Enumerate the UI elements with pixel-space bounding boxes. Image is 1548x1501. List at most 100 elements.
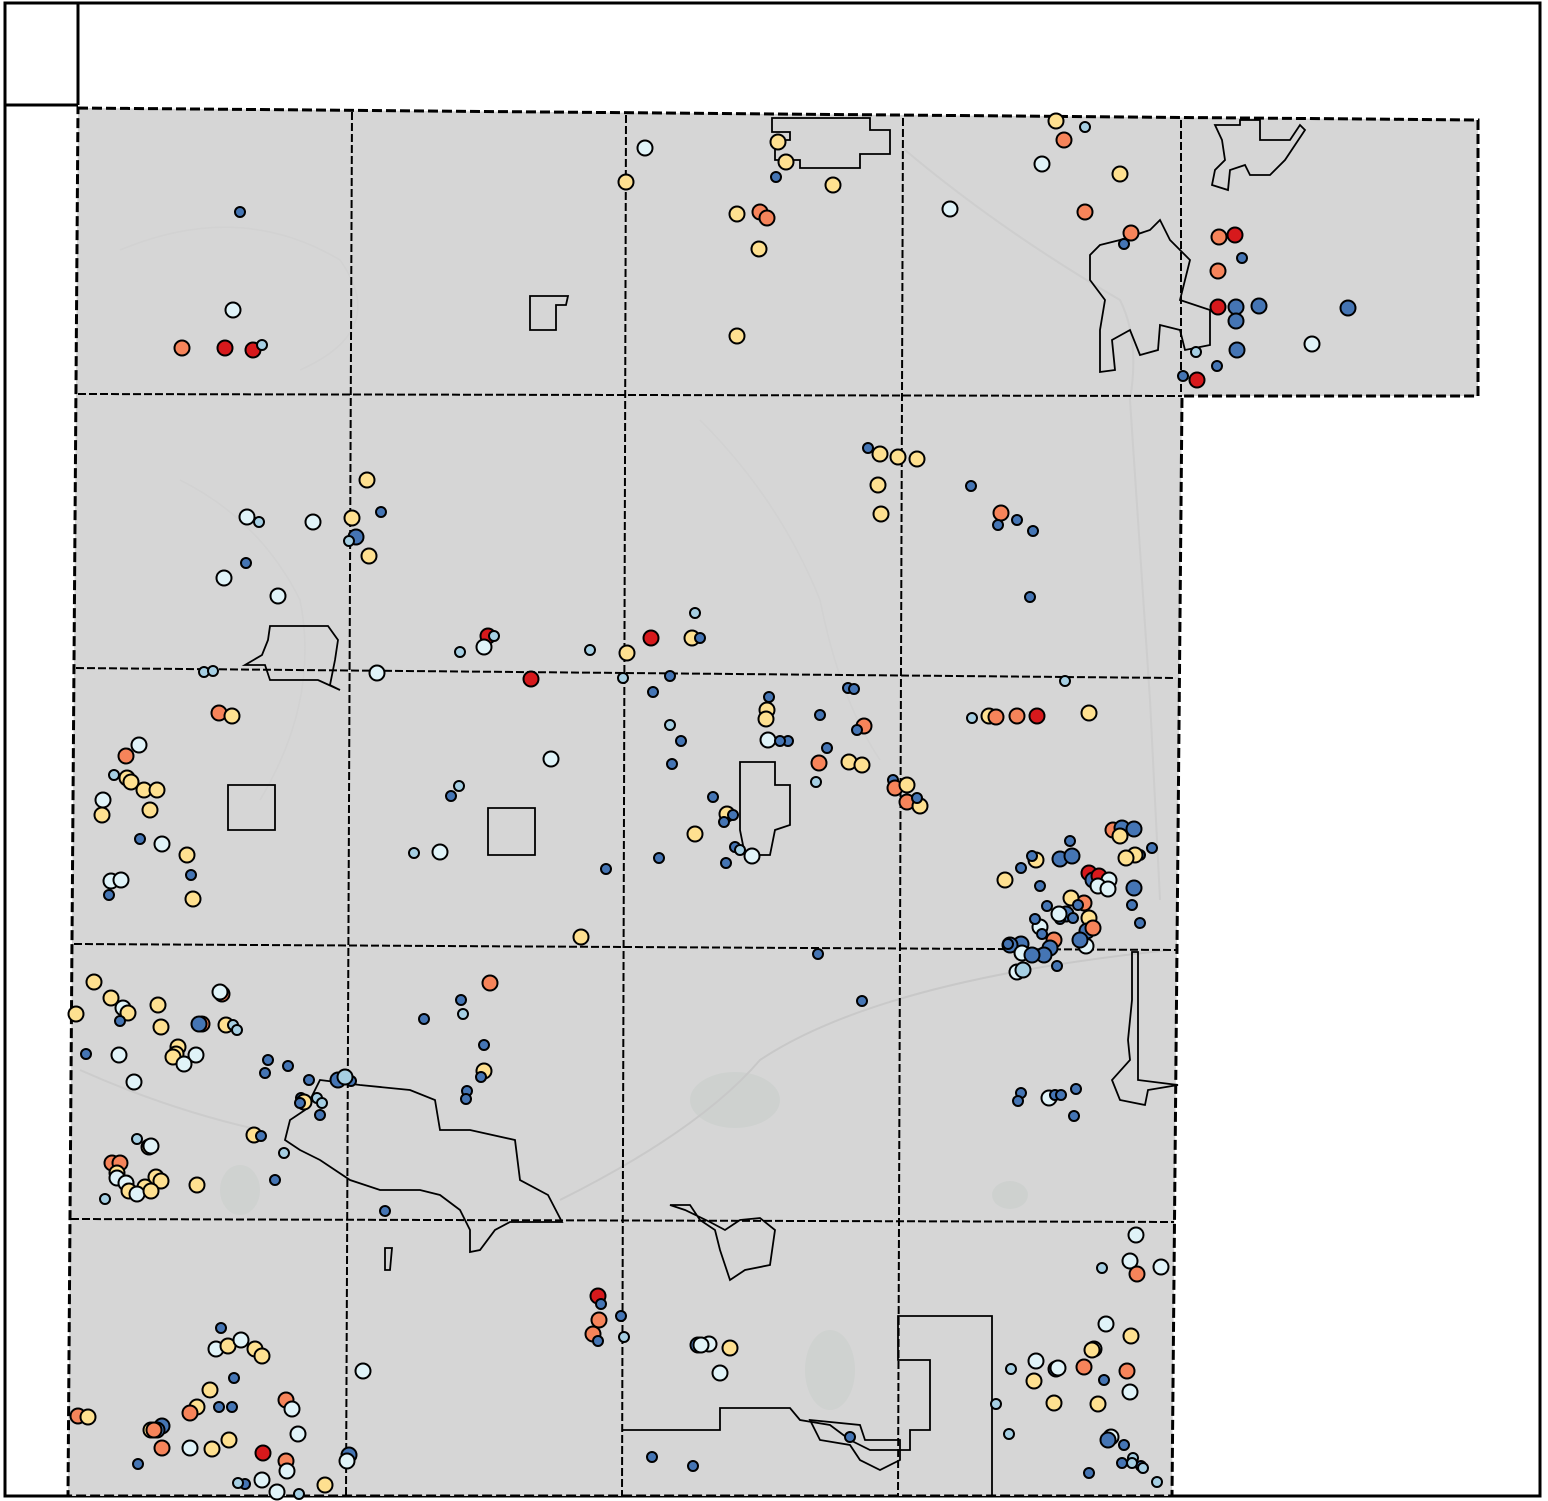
sample-point-medium-high	[207, 665, 219, 677]
sample-point-high	[103, 889, 115, 901]
sample-point-medium	[759, 731, 777, 749]
sample-point-high	[615, 1310, 627, 1322]
sample-point-high	[1012, 1095, 1024, 1107]
sample-point-medium	[175, 1055, 193, 1073]
sample-point-medium	[278, 1462, 296, 1480]
sample-point-low	[590, 1311, 608, 1329]
sample-point-high	[592, 1335, 604, 1347]
city-boundaries	[227, 117, 1307, 1496]
sample-point-high	[282, 1060, 294, 1072]
sample-point-medium	[1050, 905, 1068, 923]
sample-point-medium	[475, 638, 493, 656]
sample-point-medium	[211, 983, 229, 1001]
sample-point-high	[774, 735, 786, 747]
city-boundary	[771, 117, 891, 169]
sample-point-medium-high	[231, 1024, 243, 1036]
sample-point-medium-high	[1126, 1457, 1138, 1469]
sample-point-high	[294, 1097, 306, 1109]
sample-point-high	[262, 1054, 274, 1066]
sample-point-high	[1177, 370, 1189, 382]
sample-point-medium	[142, 1137, 160, 1155]
sample-point-low	[145, 1421, 163, 1439]
sample-point-high	[1029, 913, 1041, 925]
sample-point-high	[213, 1401, 225, 1413]
sample-point-medium-low	[188, 1176, 206, 1194]
sample-point-medium-high	[99, 1193, 111, 1205]
sample-point-medium-low	[148, 781, 166, 799]
sample-point-medium	[743, 847, 761, 865]
sample-point-high	[228, 1372, 240, 1384]
sample-point-medium	[110, 1046, 128, 1064]
sample-point-high	[821, 742, 833, 754]
sample-point-medium	[224, 301, 242, 319]
sample-point-high	[1250, 297, 1268, 315]
sample-point-high	[720, 857, 732, 869]
sample-point-medium-low	[908, 450, 926, 468]
city-boundary	[529, 295, 570, 331]
sample-point-high	[646, 1451, 658, 1463]
sample-point-high	[1236, 252, 1248, 264]
sample-point-high	[1055, 1089, 1067, 1101]
sample-point-medium-low	[1089, 1395, 1107, 1413]
sample-point-high	[1070, 1083, 1082, 1095]
sample-point-medium-high	[1137, 1462, 1149, 1474]
sample-point-medium	[268, 1483, 286, 1501]
sample-point-high	[1125, 820, 1143, 838]
sample-point-medium-low	[757, 710, 775, 728]
sample-point-medium-low	[572, 928, 590, 946]
sample-point-high	[1083, 1467, 1095, 1479]
sample-point-low	[481, 974, 499, 992]
sample-point-medium	[692, 1336, 710, 1354]
sample-point-medium	[1099, 880, 1117, 898]
sample-point-high	[763, 691, 775, 703]
sample-point-low	[1076, 203, 1094, 221]
sample-point-medium-low	[853, 756, 871, 774]
sample-point-low	[1075, 1358, 1093, 1376]
sample-point-high	[653, 852, 665, 864]
sample-point-high	[134, 833, 146, 845]
grid-line	[73, 943, 1177, 951]
grid-line	[621, 114, 627, 1497]
sample-point-medium-high	[1190, 346, 1202, 358]
sample-point-high	[255, 1130, 267, 1142]
sample-point-medium	[253, 1471, 271, 1489]
sample-point-high	[132, 1458, 144, 1470]
sample-point-medium-low	[777, 153, 795, 171]
sample-point-medium-low	[122, 773, 140, 791]
sample-point-medium-high	[256, 339, 268, 351]
sample-point-medium-high	[253, 516, 265, 528]
sample-point-high	[375, 506, 387, 518]
sample-point-high	[595, 1298, 607, 1310]
sample-point-medium-high	[734, 844, 746, 856]
sample-point-medium-low	[152, 1172, 170, 1190]
sample-point-high	[215, 1322, 227, 1334]
sample-point-very-low	[1188, 371, 1206, 389]
sample-point-medium	[431, 843, 449, 861]
sample-point-medium-low	[1080, 704, 1098, 722]
sample-point-high	[1116, 1457, 1128, 1469]
sample-point-high	[379, 1205, 391, 1217]
sample-point-medium	[283, 1400, 301, 1418]
city-boundary	[1210, 119, 1307, 192]
sample-point-high	[992, 519, 1004, 531]
sample-point-medium-high	[343, 535, 355, 547]
sample-point-medium-high	[689, 607, 701, 619]
sample-point-medium-low	[750, 240, 768, 258]
sample-point-medium-low	[872, 505, 890, 523]
sample-point-medium-high	[1003, 1428, 1015, 1440]
city-boundary	[1089, 218, 1211, 374]
sample-point-medium	[636, 139, 654, 157]
sample-point-medium-high	[1059, 675, 1071, 687]
sample-point-high	[1071, 931, 1089, 949]
sample-point-medium-low	[769, 133, 787, 151]
sample-point-low	[1118, 1362, 1136, 1380]
sample-point-high	[234, 206, 246, 218]
sample-point-high	[856, 995, 868, 1007]
sample-point-high	[185, 869, 197, 881]
sample-point-high	[666, 758, 678, 770]
sample-point-high	[851, 724, 863, 736]
sample-point-very-low	[1226, 226, 1244, 244]
sample-point-medium-high	[810, 776, 822, 788]
